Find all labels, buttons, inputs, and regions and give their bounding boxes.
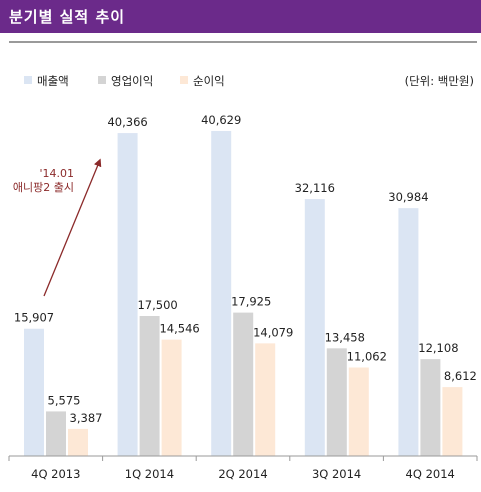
legend-label: 순이익 [193,74,225,88]
data-label: 12,108 [418,341,458,355]
annotation-text: '14.01 [39,167,74,180]
bar-sales [117,133,138,456]
data-label: 13,458 [325,330,365,344]
bar-net-income [161,339,182,456]
bar-net-income [348,367,369,456]
data-label: 32,116 [295,181,335,195]
x-tick-label: 3Q 2014 [312,467,361,481]
data-label: 5,575 [48,393,81,407]
header-bar [0,0,481,33]
bar-sales [211,130,232,456]
annotation-arrow [43,158,102,297]
legend-swatch [24,76,32,84]
bar-operating-profit [233,312,254,456]
bar-operating-profit [46,411,66,456]
legend-label: 영업이익 [111,74,153,88]
unit-label: (단위: 백만원) [405,74,474,88]
legend-swatch [180,76,188,84]
data-label: 3,387 [70,411,103,425]
bar-operating-profit [420,359,441,456]
bar-operating-profit [139,316,160,456]
data-label: 8,612 [444,369,477,383]
data-label: 30,984 [388,190,428,204]
data-label: 17,500 [137,298,177,312]
legend-swatch [98,76,106,84]
x-tick-label: 4Q 2013 [31,467,80,481]
data-label: 40,366 [107,115,147,129]
x-tick-label: 1Q 2014 [125,467,174,481]
data-label: 11,062 [347,350,387,364]
bar-net-income [442,387,463,456]
annotation-text: 애니팡2 출시 [13,181,74,194]
x-tick-label: 2Q 2014 [218,467,267,481]
header-divider [9,41,477,43]
data-label: 15,907 [14,311,54,325]
legend-label: 매출액 [37,74,69,88]
bar-sales [304,199,325,456]
data-label: 17,925 [231,295,271,309]
bar-operating-profit [326,348,347,456]
page-title: 분기별 실적 추이 [9,8,126,26]
bar-sales [398,208,419,456]
bar-net-income [255,343,276,456]
data-label: 14,079 [253,325,293,339]
data-label: 40,629 [201,113,241,127]
bar-sales [24,328,44,456]
data-label: 14,546 [159,322,199,336]
bar-net-income [68,428,88,456]
x-tick-label: 4Q 2014 [406,467,455,481]
